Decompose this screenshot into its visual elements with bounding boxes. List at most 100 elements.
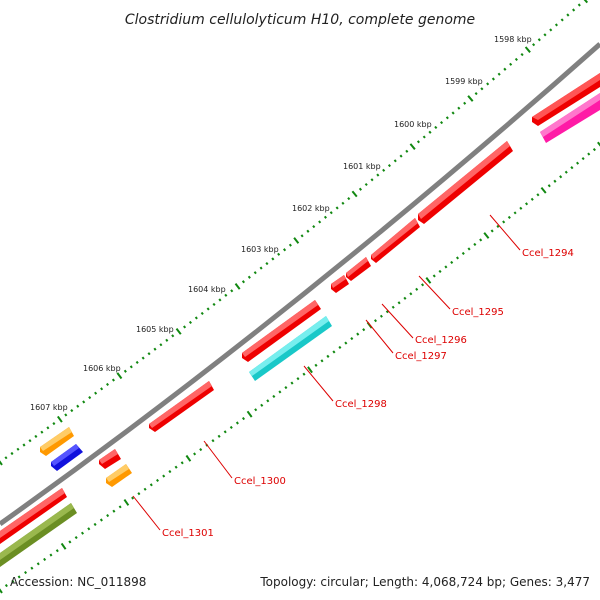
leader-1296 <box>381 303 414 339</box>
gene-label-1296[interactable]: Ccel_1296 <box>415 335 467 346</box>
inner-tick-55 <box>338 345 342 349</box>
inner-tick-78 <box>473 242 477 247</box>
kbp-tick-19 <box>111 378 115 382</box>
kbp-label-1603: 1603 kbp <box>241 245 279 254</box>
kbp-tick-62 <box>364 182 368 187</box>
kbp-tick-88 <box>514 57 518 62</box>
inner-tick-80 <box>483 232 490 239</box>
kbp-tick-59 <box>347 197 351 201</box>
inner-tick-71 <box>432 274 436 278</box>
leader-1298 <box>303 365 334 402</box>
kbp-tick-64 <box>376 173 380 177</box>
kbp-tick-6 <box>34 434 38 438</box>
gene-label-1294[interactable]: Ccel_1294 <box>522 248 574 259</box>
inner-tick-77 <box>467 247 471 251</box>
gene-label-1298[interactable]: Ccel_1298 <box>335 399 387 410</box>
inner-tick-91 <box>547 184 551 188</box>
kbp-tick-26 <box>153 347 157 351</box>
kbp-tick-54 <box>318 220 322 224</box>
kbp-tick-70 <box>409 143 416 150</box>
inner-tick-72 <box>438 269 442 274</box>
kbp-label-1598: 1598 kbp <box>494 35 532 44</box>
kbp-tick-20 <box>116 372 123 380</box>
gene-label-1300[interactable]: Ccel_1300 <box>234 476 286 487</box>
kbp-tick-81 <box>474 92 478 96</box>
kbp-tick-36 <box>212 302 216 307</box>
leader-1297 <box>365 319 394 354</box>
kbp-label-1599: 1599 kbp <box>445 77 483 86</box>
inner-tick-56 <box>344 341 348 345</box>
kbp-tick-91 <box>532 43 536 47</box>
kbp-tick-78 <box>457 106 461 110</box>
inner-tick-64 <box>391 305 395 309</box>
inner-tick-96 <box>576 161 580 165</box>
kbp-tick-2 <box>10 451 14 456</box>
kbp-tick-29 <box>171 334 175 338</box>
kbp-tick-77 <box>451 111 455 115</box>
inner-tick-84 <box>507 215 511 220</box>
inner-tick-32 <box>199 448 203 452</box>
inner-tick-2 <box>11 579 15 583</box>
kbp-tick-31 <box>183 325 187 329</box>
kbp-label-1602: 1602 kbp <box>292 204 330 213</box>
kbp-tick-98 <box>572 8 576 12</box>
leader-1301 <box>132 495 161 531</box>
kbp-tick-23 <box>135 360 139 364</box>
inner-tick-52 <box>320 359 324 363</box>
kbp-tick-73 <box>428 130 432 134</box>
kbp-tick-86 <box>503 67 507 71</box>
kbp-tick-61 <box>358 187 362 191</box>
kbp-tick-79 <box>463 101 467 105</box>
kbp-tick-40 <box>234 282 241 290</box>
inner-tick-ring <box>0 141 600 594</box>
kbp-tick-35 <box>206 307 210 311</box>
inner-tick-66 <box>403 296 407 300</box>
inner-tick-23 <box>143 487 147 491</box>
kbp-tick-25 <box>147 352 151 356</box>
inner-tick-47 <box>290 381 294 385</box>
inner-tick-28 <box>174 465 178 469</box>
kbp-tick-53 <box>312 225 316 229</box>
inner-tick-45 <box>278 390 282 394</box>
kbp-tick-38 <box>224 293 228 297</box>
kbp-tick-11 <box>64 413 68 417</box>
gene-label-1301[interactable]: Ccel_1301 <box>162 528 214 539</box>
inner-tick-48 <box>296 377 300 381</box>
kbp-tick-44 <box>259 266 263 270</box>
kbp-tick-34 <box>200 311 204 316</box>
kbp-tick-63 <box>370 178 374 182</box>
inner-tick-93 <box>559 175 563 179</box>
kbp-tick-75 <box>440 121 444 125</box>
inner-tick-4 <box>24 571 28 575</box>
inner-tick-83 <box>502 220 506 224</box>
inner-tick-89 <box>536 193 540 197</box>
gene-label-1295[interactable]: Ccel_1295 <box>452 307 504 318</box>
kbp-tick-13 <box>76 404 80 408</box>
kbp-tick-60 <box>351 190 358 198</box>
kbp-tick-39 <box>230 289 234 293</box>
inner-tick-97 <box>581 157 585 161</box>
kbp-label-1605: 1605 kbp <box>136 325 174 334</box>
accession-text: Accession: NC_011898 <box>10 575 146 589</box>
kbp-tick-67 <box>393 159 397 163</box>
kbp-tick-48 <box>283 248 287 252</box>
kbp-tick-65 <box>382 168 386 172</box>
kbp-tick-97 <box>566 13 570 17</box>
kbp-tick-80 <box>467 95 474 102</box>
inner-tick-35 <box>217 434 221 438</box>
genome-backbone <box>0 42 600 527</box>
gene-blue-left-highlight <box>51 444 79 466</box>
inner-tick-38 <box>235 421 239 425</box>
inner-tick-39 <box>241 417 246 421</box>
kbp-tick-66 <box>387 164 391 168</box>
gene-label-1297[interactable]: Ccel_1297 <box>395 351 447 362</box>
inner-tick-74 <box>450 260 454 264</box>
kbp-tick-68 <box>399 154 403 158</box>
inner-tick-31 <box>193 452 197 456</box>
inner-tick-21 <box>131 496 135 500</box>
gene-1298-upper-highlight <box>242 300 318 357</box>
inner-tick-11 <box>68 540 72 544</box>
gene-left-bottom-forward-highlight <box>0 488 65 538</box>
kbp-tick-46 <box>271 257 275 261</box>
